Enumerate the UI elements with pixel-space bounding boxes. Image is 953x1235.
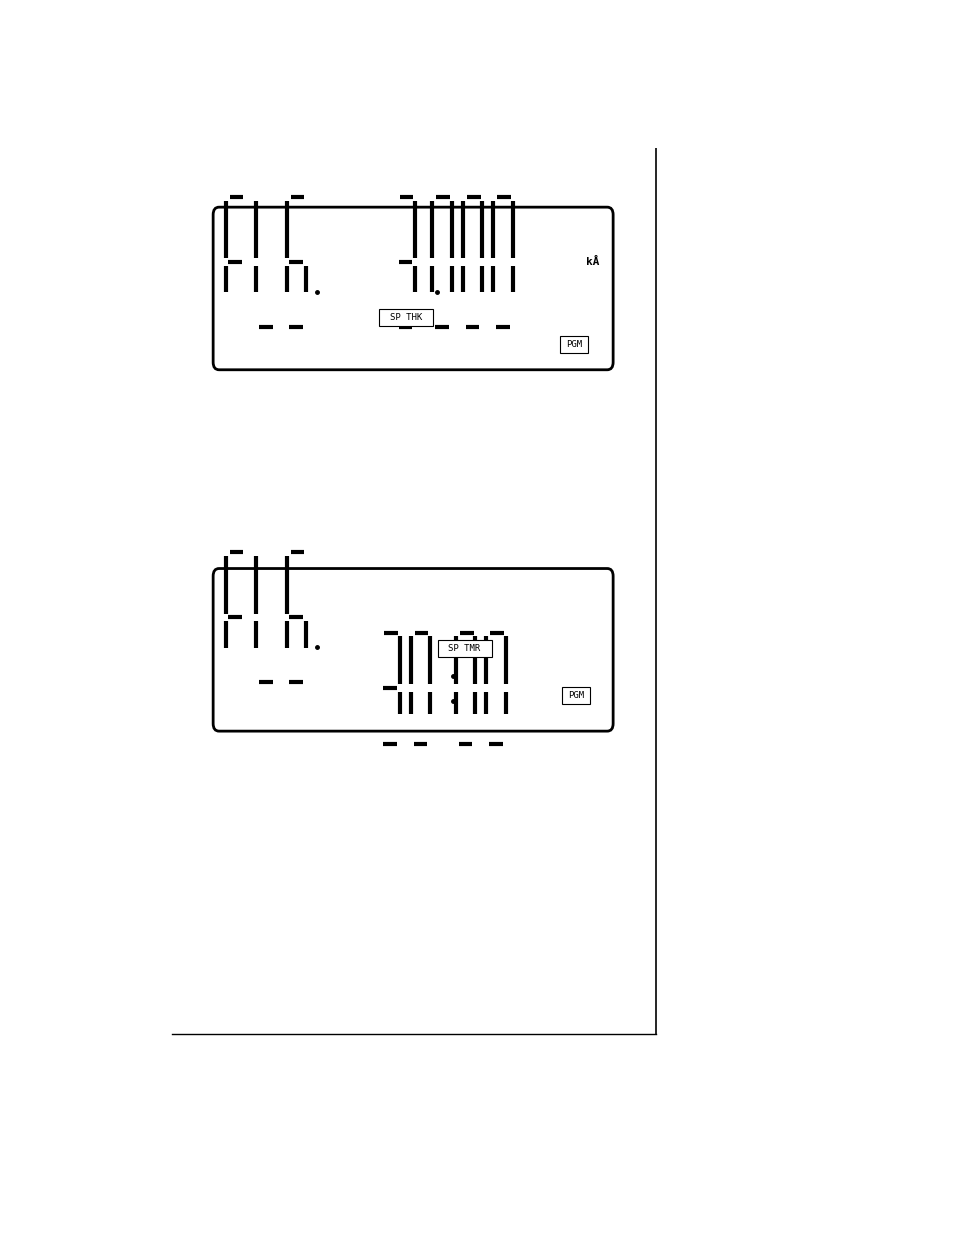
FancyBboxPatch shape <box>213 568 613 731</box>
Text: PGM: PGM <box>567 690 583 700</box>
FancyBboxPatch shape <box>559 336 587 353</box>
FancyBboxPatch shape <box>437 640 491 657</box>
FancyBboxPatch shape <box>561 687 589 704</box>
Text: kÅ: kÅ <box>585 257 598 267</box>
FancyBboxPatch shape <box>379 309 433 326</box>
Text: SP TMR: SP TMR <box>448 643 480 652</box>
FancyBboxPatch shape <box>213 207 613 369</box>
Text: PGM: PGM <box>565 340 581 348</box>
Text: SP THK: SP THK <box>390 314 422 322</box>
